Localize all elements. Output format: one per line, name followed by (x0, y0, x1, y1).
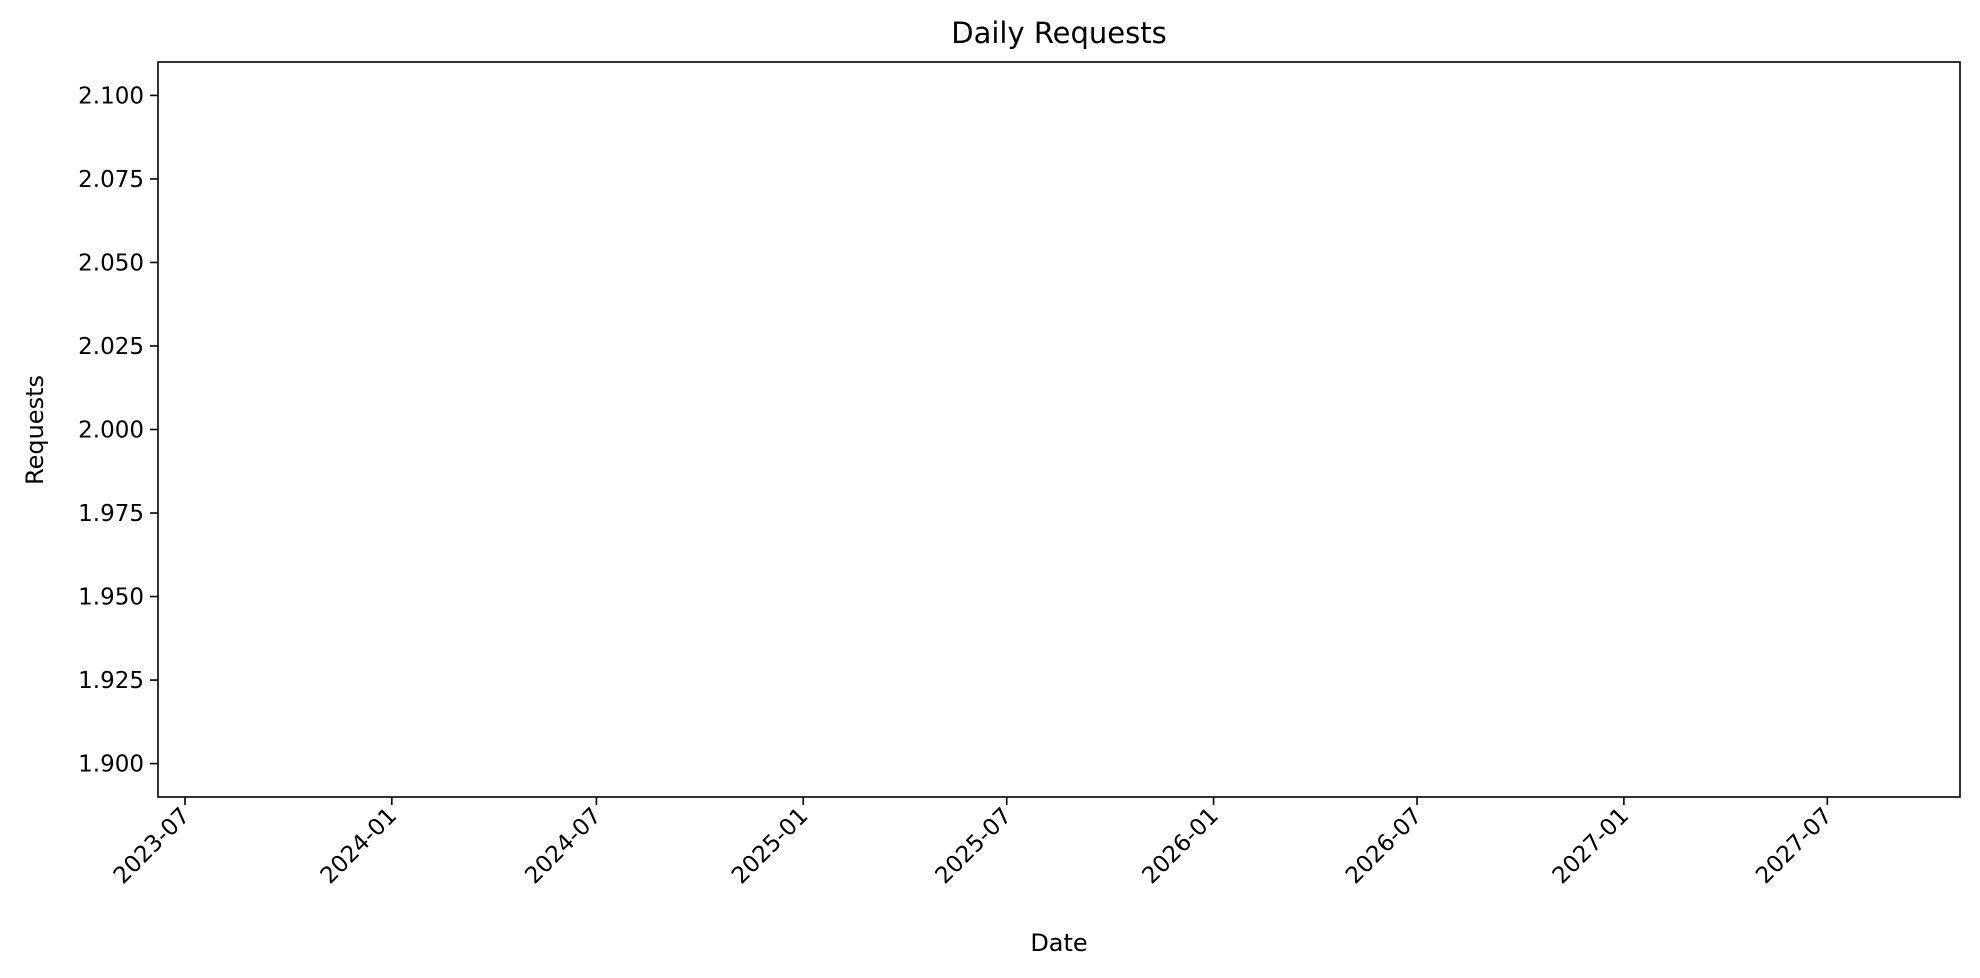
y-tick-label: 1.900 (78, 752, 144, 778)
chart-title: Daily Requests (951, 16, 1167, 50)
plot-area-frame (157, 61, 1961, 798)
y-tick-label: 2.050 (78, 250, 144, 276)
y-tick-label: 1.925 (78, 668, 144, 694)
y-tick-label: 2.025 (78, 334, 144, 360)
y-tick-label: 2.075 (78, 167, 144, 193)
y-tick-label: 2.100 (78, 83, 144, 109)
y-tick-label: 2.000 (78, 418, 144, 444)
y-axis-label: Requests (21, 375, 49, 485)
y-tick-label: 1.975 (78, 501, 144, 527)
y-axis-ticks: 1.900 1.925 1.950 1.975 2.000 2.025 2.050 2.075… (78, 83, 158, 778)
x-axis-label: Date (1030, 929, 1087, 957)
y-tick-label: 1.950 (78, 585, 144, 611)
